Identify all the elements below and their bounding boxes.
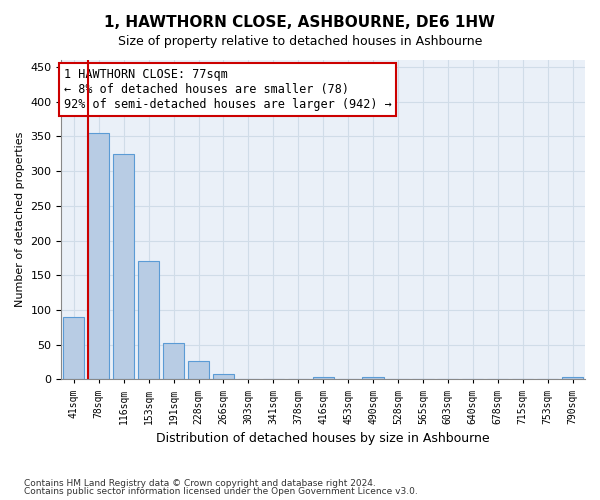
- Text: Contains public sector information licensed under the Open Government Licence v3: Contains public sector information licen…: [24, 487, 418, 496]
- Text: 1 HAWTHORN CLOSE: 77sqm
← 8% of detached houses are smaller (78)
92% of semi-det: 1 HAWTHORN CLOSE: 77sqm ← 8% of detached…: [64, 68, 392, 111]
- Text: Size of property relative to detached houses in Ashbourne: Size of property relative to detached ho…: [118, 35, 482, 48]
- Bar: [562, 378, 583, 380]
- Bar: [88, 133, 109, 380]
- Bar: [213, 374, 234, 380]
- Bar: [362, 378, 383, 380]
- Text: Contains HM Land Registry data © Crown copyright and database right 2024.: Contains HM Land Registry data © Crown c…: [24, 478, 376, 488]
- Bar: [313, 378, 334, 380]
- Bar: [163, 344, 184, 380]
- Bar: [113, 154, 134, 380]
- Bar: [63, 317, 85, 380]
- X-axis label: Distribution of detached houses by size in Ashbourne: Distribution of detached houses by size …: [157, 432, 490, 445]
- Bar: [138, 262, 159, 380]
- Bar: [188, 360, 209, 380]
- Text: 1, HAWTHORN CLOSE, ASHBOURNE, DE6 1HW: 1, HAWTHORN CLOSE, ASHBOURNE, DE6 1HW: [104, 15, 496, 30]
- Y-axis label: Number of detached properties: Number of detached properties: [15, 132, 25, 308]
